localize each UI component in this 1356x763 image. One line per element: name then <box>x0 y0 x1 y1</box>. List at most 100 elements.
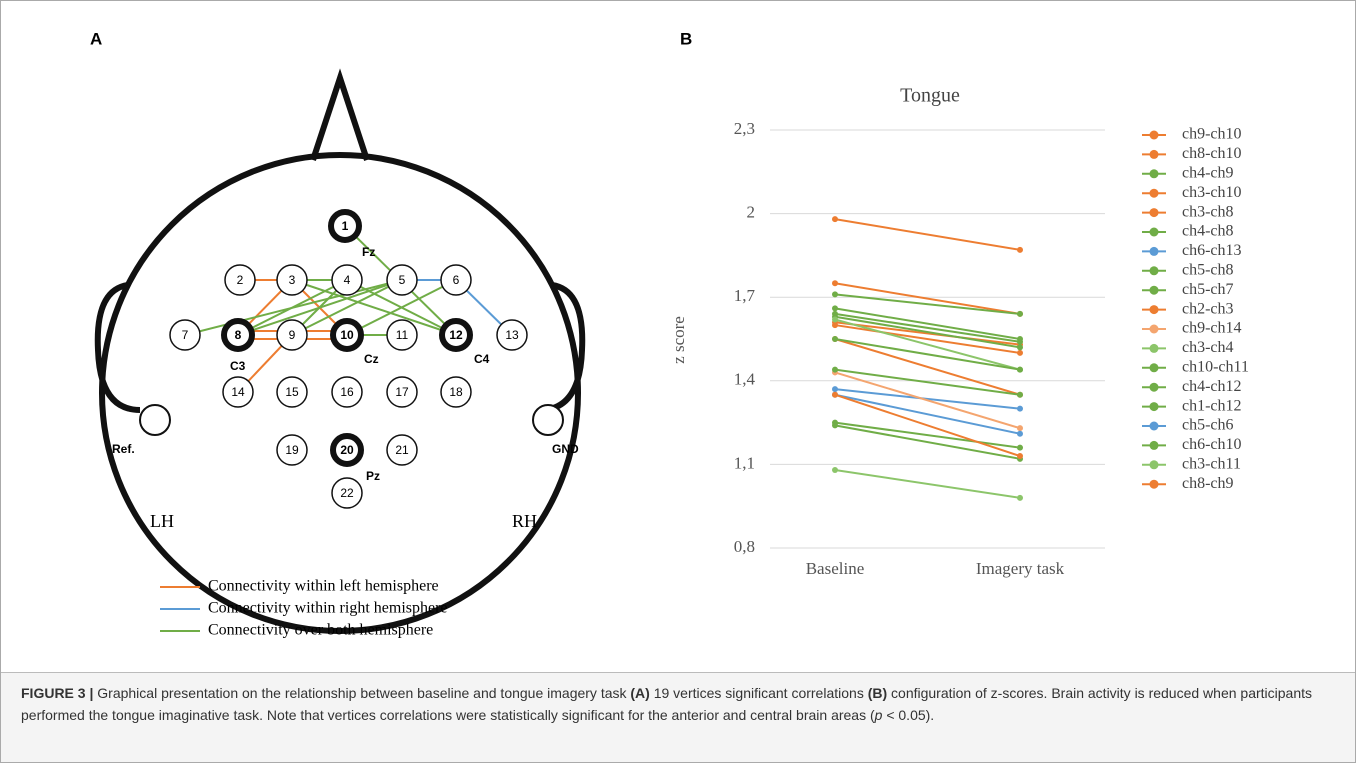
electrode <box>330 433 364 467</box>
data-point <box>832 422 838 429</box>
data-point <box>832 391 838 398</box>
data-point <box>1017 430 1023 437</box>
ground-label: GND <box>552 442 579 456</box>
electrode-label: 15 <box>285 385 299 399</box>
data-point <box>1017 366 1023 373</box>
legend-marker <box>1149 305 1159 315</box>
data-point <box>832 216 838 223</box>
electrode <box>222 376 254 408</box>
hemisphere-label: RH <box>512 511 537 531</box>
legend-label: ch3-ch8 <box>1182 203 1234 220</box>
series-line <box>834 312 1021 343</box>
caption-text: < 0.05). <box>882 707 935 723</box>
series-line <box>834 468 1021 499</box>
data-point <box>832 280 838 287</box>
legend-label: ch2-ch3 <box>1182 300 1234 317</box>
series-line <box>834 388 1021 410</box>
data-point <box>1017 338 1023 345</box>
legend-marker <box>1149 285 1159 295</box>
data-point <box>832 466 838 473</box>
caption-text: (A) <box>630 685 650 701</box>
y-axis-label: z score <box>669 316 688 364</box>
electrode <box>331 264 363 296</box>
legend-label: ch8-ch9 <box>1182 475 1234 492</box>
legend-label: ch9-ch10 <box>1182 126 1242 143</box>
electrode <box>276 319 308 351</box>
electrode <box>221 318 255 352</box>
electrode-label: 18 <box>449 385 463 399</box>
legend-text: Connectivity within left hemisphere <box>208 578 439 595</box>
y-tick-label: 1,7 <box>734 286 756 305</box>
data-point <box>832 291 838 298</box>
electrode <box>496 319 528 351</box>
data-point <box>832 322 838 329</box>
legend-marker <box>1149 440 1159 450</box>
reference-label: Ref. <box>112 442 135 456</box>
legend-label: ch4-ch8 <box>1182 223 1234 240</box>
electrode <box>276 376 308 408</box>
electrode <box>330 318 364 352</box>
site-label: C4 <box>474 352 490 366</box>
electrode <box>331 477 363 509</box>
series-line <box>834 338 1021 371</box>
legend-marker <box>1149 169 1159 179</box>
legend-label: ch6-ch10 <box>1182 436 1242 453</box>
legend-label: ch5-ch8 <box>1182 261 1234 278</box>
panel-label: B <box>680 29 692 48</box>
series-line <box>834 307 1021 340</box>
series-line <box>834 368 1021 396</box>
legend-label: ch1-ch12 <box>1182 397 1242 414</box>
legend-label: ch6-ch13 <box>1182 242 1242 259</box>
hemisphere-label: LH <box>150 511 174 531</box>
series-line <box>834 318 1021 371</box>
legend-label: ch4-ch9 <box>1182 164 1234 181</box>
data-point <box>832 316 838 323</box>
data-point <box>832 305 838 312</box>
legend-marker <box>1149 363 1159 373</box>
electrode <box>440 264 472 296</box>
chart-title: Tongue <box>900 85 960 107</box>
legend-marker <box>1149 246 1159 256</box>
data-point <box>832 366 838 373</box>
legend-marker <box>1149 343 1159 353</box>
electrode-label: 3 <box>289 273 296 287</box>
electrode <box>440 376 472 408</box>
electrode <box>386 376 418 408</box>
legend-marker <box>1149 324 1159 334</box>
electrode-label: 16 <box>340 385 354 399</box>
data-point <box>1017 494 1023 501</box>
legend-marker <box>1149 208 1159 218</box>
caption: FIGURE 3 | Graphical presentation on the… <box>1 672 1355 763</box>
legend-marker <box>1149 460 1159 470</box>
series-line <box>834 218 1021 251</box>
data-point <box>832 386 838 393</box>
site-label: Fz <box>362 245 375 259</box>
legend-label: ch5-ch7 <box>1182 281 1234 298</box>
electrode <box>386 434 418 466</box>
chart: 0,8 1,1 1,4 1,7 2 2,3 Baseline Imagery task ch9-… <box>734 119 1249 578</box>
y-tick-label: 2,3 <box>734 119 755 138</box>
electrode-label: 10 <box>340 328 354 342</box>
legend-label: ch8-ch10 <box>1182 145 1242 162</box>
electrode <box>439 318 473 352</box>
data-point <box>1017 246 1023 253</box>
data-point <box>1017 425 1023 432</box>
electrode-label: 14 <box>231 385 245 399</box>
electrode-label: 5 <box>399 273 406 287</box>
series-line <box>834 324 1021 354</box>
legend-marker <box>1149 188 1159 198</box>
series-line <box>834 315 1021 349</box>
series-line <box>834 421 1021 449</box>
electrode-label: 7 <box>182 328 189 342</box>
y-tick-label: 1,1 <box>734 453 755 472</box>
x-tick-label: Imagery task <box>976 559 1065 578</box>
legend-marker <box>1149 227 1159 237</box>
caption-text: configuration of z-scores. Brain activit… <box>21 685 1313 723</box>
caption-text: Graphical presentation on the relationsh… <box>97 685 631 701</box>
electrode-label: 22 <box>340 486 354 500</box>
electrode-label: 17 <box>395 385 409 399</box>
data-point <box>1017 391 1023 398</box>
